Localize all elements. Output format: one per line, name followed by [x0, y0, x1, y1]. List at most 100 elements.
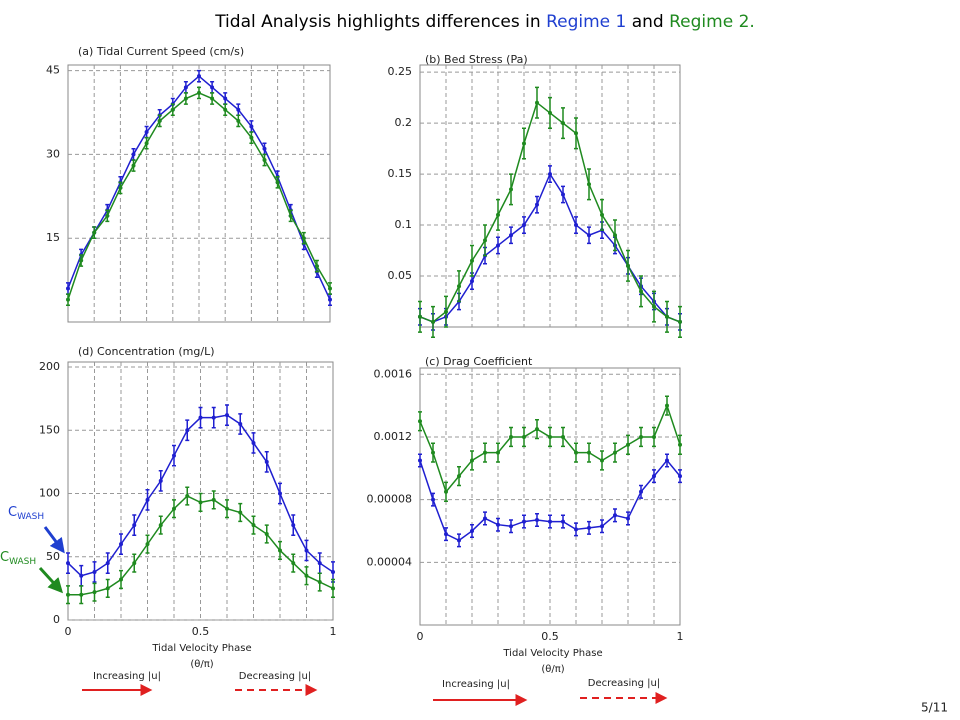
- point: [105, 586, 110, 591]
- point: [548, 172, 552, 177]
- point: [561, 121, 565, 126]
- point: [678, 474, 682, 479]
- point: [197, 74, 201, 79]
- title-part: Tidal Analysis highlights differences in: [214, 12, 546, 32]
- x-tick-label: 1: [330, 625, 337, 638]
- point: [264, 532, 269, 536]
- x-axis-label: Tidal Velocity Phase: [151, 643, 251, 654]
- y-tick-label: 50: [46, 550, 60, 563]
- y-tick-label: 150: [39, 423, 60, 436]
- point: [211, 415, 216, 420]
- point: [238, 510, 243, 515]
- point: [170, 107, 175, 112]
- y-tick-label: 0.00004: [367, 555, 413, 568]
- point: [236, 118, 241, 123]
- point: [418, 458, 422, 463]
- decreasing-label: Decreasing |u|: [588, 678, 660, 689]
- point: [496, 522, 500, 527]
- point: [496, 243, 500, 248]
- point: [613, 450, 617, 455]
- point: [574, 223, 578, 228]
- decreasing-label: Decreasing |u|: [239, 671, 311, 682]
- chart-title: (c) Drag Coefficient: [425, 355, 533, 368]
- point: [172, 506, 176, 511]
- point: [652, 434, 656, 439]
- point: [105, 561, 110, 566]
- y-tick-label: 100: [39, 487, 60, 500]
- y-tick-label: 0.0012: [374, 430, 413, 443]
- point: [198, 415, 203, 420]
- point: [317, 580, 322, 585]
- point: [301, 236, 306, 241]
- point: [418, 314, 422, 319]
- point: [626, 516, 630, 521]
- point: [470, 528, 474, 533]
- point: [251, 440, 256, 445]
- point: [132, 561, 137, 566]
- point: [431, 497, 435, 502]
- point: [225, 506, 229, 511]
- point: [574, 450, 578, 455]
- point: [66, 561, 70, 566]
- point: [210, 96, 215, 101]
- point: [548, 519, 552, 524]
- point: [431, 319, 435, 324]
- title-part: Regime 1: [546, 12, 626, 32]
- point: [574, 527, 578, 532]
- cwash-arrow: [43, 526, 65, 554]
- point: [509, 187, 513, 192]
- point: [600, 524, 604, 529]
- point: [652, 304, 656, 309]
- point: [522, 223, 526, 228]
- point: [92, 590, 97, 595]
- point: [144, 130, 149, 135]
- point: [483, 450, 487, 455]
- title-part: Regime 2.: [669, 12, 755, 32]
- point: [132, 523, 137, 528]
- page-number: 5/11: [921, 701, 948, 715]
- increasing-label: Increasing |u|: [442, 679, 510, 690]
- point: [600, 212, 604, 217]
- y-tick-label: 0.25: [388, 65, 413, 78]
- point: [288, 213, 293, 218]
- point: [304, 548, 309, 553]
- point: [522, 519, 526, 524]
- point: [79, 573, 84, 578]
- increasing-label: Increasing |u|: [93, 671, 161, 682]
- point: [238, 421, 243, 426]
- point: [626, 442, 630, 447]
- point: [145, 497, 150, 502]
- point: [291, 523, 296, 528]
- x-tick-label: 0.5: [192, 625, 210, 638]
- point: [236, 107, 241, 112]
- point: [522, 141, 526, 146]
- point: [600, 458, 604, 463]
- point: [587, 450, 591, 455]
- cwash-label: CWASH: [8, 505, 44, 522]
- point: [158, 478, 163, 483]
- point: [331, 569, 335, 574]
- point: [79, 258, 84, 263]
- point: [66, 592, 70, 597]
- y-tick-label: 200: [39, 360, 60, 373]
- point: [561, 519, 565, 524]
- point: [105, 213, 110, 218]
- point: [66, 297, 70, 302]
- point: [275, 180, 280, 185]
- point: [262, 146, 267, 151]
- point: [639, 434, 643, 439]
- y-tick-label: 0.1: [395, 218, 413, 231]
- point: [457, 284, 461, 289]
- x-axis-label: Tidal Velocity Phase: [502, 648, 602, 659]
- point: [223, 96, 228, 101]
- point: [535, 427, 539, 432]
- point: [509, 233, 513, 238]
- point: [652, 474, 656, 479]
- point: [331, 586, 335, 591]
- point: [587, 233, 591, 238]
- point: [418, 419, 422, 424]
- point: [522, 434, 526, 439]
- point: [328, 286, 332, 291]
- x-axis-label: (θ/π): [190, 659, 213, 670]
